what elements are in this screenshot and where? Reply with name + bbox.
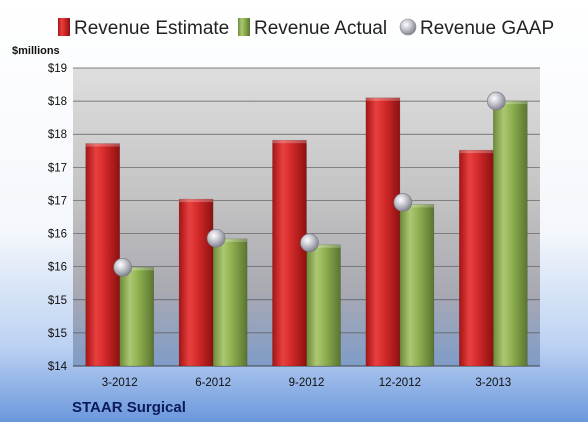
- y-tick-label: $17: [48, 195, 67, 207]
- bars: [85, 97, 528, 367]
- bar-cap: [179, 199, 214, 203]
- company-name: STAAR Surgical: [72, 399, 186, 416]
- bar-revenue-estimate: [272, 139, 307, 367]
- legend-swatch-revenue-estimate: [58, 18, 70, 36]
- bar-revenue-estimate: [365, 97, 401, 367]
- legend-label-revenue-estimate: Revenue Estimate: [74, 18, 229, 39]
- gaap-marker: [486, 91, 506, 111]
- legend-swatch-revenue-actual: [238, 18, 250, 36]
- bar-revenue-estimate: [178, 198, 214, 367]
- y-axis: $14 $15 $15 $16 $16 $17 $17 $18 $18 $19: [48, 63, 68, 373]
- bar-cap: [306, 244, 341, 248]
- y-tick-label: $14: [48, 361, 68, 373]
- bar-cap: [399, 204, 434, 208]
- bar-cap: [119, 267, 154, 271]
- gaap-marker: [206, 228, 226, 248]
- x-tick-label: 6-2012: [195, 377, 231, 389]
- gaap-marker: [113, 258, 132, 277]
- y-tick-label: $15: [48, 295, 67, 307]
- gaap-marker: [393, 193, 413, 212]
- gaap-marker: [300, 233, 319, 253]
- x-tick-label: 12-2012: [379, 377, 421, 389]
- y-tick-label: $16: [48, 229, 67, 241]
- bar-cap: [85, 143, 120, 147]
- y-tick-label: $17: [48, 162, 67, 174]
- y-tick-label: $16: [48, 262, 67, 274]
- bar-revenue-actual: [399, 204, 435, 367]
- bar-revenue-actual: [493, 100, 528, 367]
- bar-revenue-actual: [306, 244, 341, 367]
- x-tick-label: 3-2012: [102, 377, 138, 389]
- bar-revenue-estimate: [459, 149, 494, 367]
- legend-label-revenue-actual: Revenue Actual: [254, 18, 387, 39]
- bar-cap: [493, 101, 528, 105]
- x-tick-label: 3-2013: [475, 377, 511, 389]
- x-axis: 3-2012 6-2012 9-2012 12-2012 3-2013: [102, 377, 511, 389]
- bar-revenue-actual: [212, 238, 248, 367]
- legend: Revenue Estimate Revenue Actual Revenue …: [58, 18, 554, 39]
- y-tick-label: $19: [48, 63, 67, 75]
- bar-cap: [365, 97, 400, 101]
- gaap-markers: [113, 91, 506, 277]
- x-tick-label: 9-2012: [289, 377, 325, 389]
- bar-cap: [459, 150, 494, 154]
- legend-label-revenue-gaap: Revenue GAAP: [420, 18, 554, 39]
- legend-marker-revenue-gaap: [399, 18, 417, 36]
- bar-cap: [213, 238, 248, 242]
- y-tick-label: $15: [48, 328, 67, 340]
- bar-cap: [272, 140, 307, 144]
- y-tick-label: $18: [48, 96, 67, 108]
- bar-revenue-actual: [119, 267, 154, 367]
- y-axis-unit-label: $millions: [12, 45, 60, 57]
- y-tick-label: $18: [48, 129, 67, 141]
- bar-revenue-estimate: [85, 143, 120, 367]
